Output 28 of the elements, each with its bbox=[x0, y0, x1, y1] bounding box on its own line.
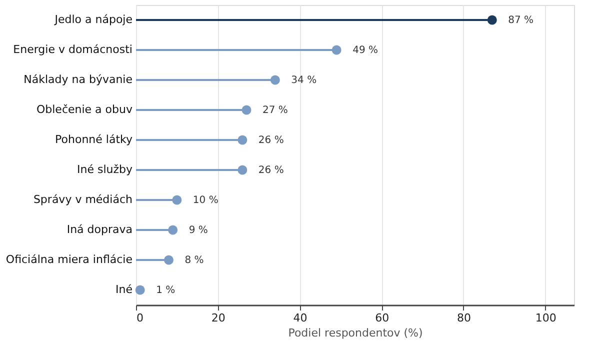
data-label: 1 % bbox=[156, 285, 176, 296]
data-label: 34 % bbox=[291, 75, 317, 86]
x-tick-label: 40 bbox=[293, 312, 308, 324]
y-tick-label: Oblečenie a obuv bbox=[36, 103, 133, 116]
x-tick-label: 60 bbox=[375, 312, 390, 324]
y-tick-label: Iná doprava bbox=[66, 223, 132, 236]
y-tick-label: Jedlo a nápoje bbox=[54, 13, 133, 26]
y-tick-label: Pohonné látky bbox=[55, 133, 133, 146]
point bbox=[135, 285, 145, 295]
data-label: 27 % bbox=[262, 105, 288, 116]
data-label: 9 % bbox=[188, 225, 208, 236]
data-label: 87 % bbox=[508, 15, 534, 26]
y-tick-label: Náklady na bývanie bbox=[24, 73, 133, 86]
data-label: 8 % bbox=[184, 255, 204, 266]
y-tick-label: Energie v domácnosti bbox=[13, 43, 132, 56]
x-axis-title: Podiel respondentov (%) bbox=[288, 326, 423, 340]
data-label: 49 % bbox=[352, 45, 378, 56]
x-tick-label: 100 bbox=[535, 312, 556, 324]
data-label: 26 % bbox=[258, 165, 284, 176]
y-tick-label: Iné služby bbox=[76, 163, 133, 176]
y-tick-label: Iné bbox=[116, 283, 133, 296]
y-tick-label: Oficiálna miera inflácie bbox=[6, 253, 133, 266]
x-tick-label: 80 bbox=[456, 312, 471, 324]
x-tick-label: 0 bbox=[136, 312, 144, 324]
data-label: 10 % bbox=[192, 195, 218, 206]
data-label: 26 % bbox=[258, 135, 284, 146]
x-tick-label: 20 bbox=[211, 312, 226, 324]
y-tick-label: Správy v médiách bbox=[33, 193, 133, 206]
